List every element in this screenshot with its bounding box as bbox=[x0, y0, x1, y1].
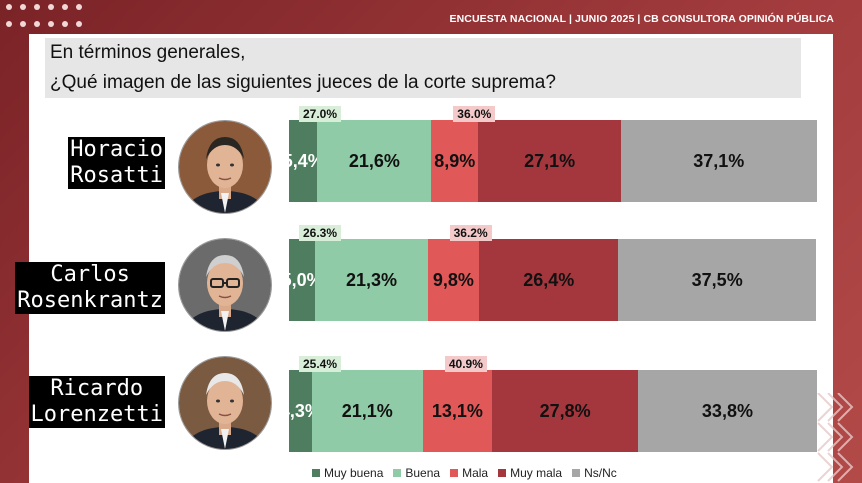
bar-segment-mala: 8,9% bbox=[431, 120, 479, 202]
legend-label: Muy buena bbox=[324, 466, 384, 480]
judge-photo-avatar bbox=[178, 238, 272, 332]
bar-segment-ns-nc: 33,8% bbox=[638, 370, 817, 452]
chevron-decoration-icon bbox=[817, 393, 854, 482]
legend-item: Ns/Nc bbox=[572, 466, 617, 480]
legend-swatch bbox=[393, 469, 402, 477]
bar-segment-ns-nc: 37,5% bbox=[618, 239, 816, 321]
stacked-bar: 5,4% 21,6% 8,9% 27,1% 37,1% bbox=[283, 120, 817, 202]
question-line-1: En términos generales, bbox=[50, 42, 246, 63]
legend-item: Muy mala bbox=[498, 466, 562, 480]
bar-segment-muy-buena: 5,0% bbox=[282, 239, 323, 321]
bar-segment-buena: 21,1% bbox=[311, 370, 423, 452]
stacked-bar: 4,3% 21,1% 13,1% 27,8% 33,8% bbox=[280, 370, 817, 452]
stacked-bar: 5,0% 21,3% 9,8% 26,4% 37,5% bbox=[282, 239, 816, 321]
judge-name-label: Carlos Rosenkrantz bbox=[15, 262, 165, 314]
positive-total-tag: 27.0% bbox=[299, 106, 342, 122]
judge-name-line: Ricardo bbox=[30, 376, 163, 402]
bar-segment-muy-mala: 27,1% bbox=[478, 120, 621, 202]
legend-label: Buena bbox=[405, 466, 441, 480]
legend-item: Muy buena bbox=[312, 466, 383, 480]
bar-segment-muy-buena: 5,4% bbox=[283, 120, 324, 202]
legend-swatch bbox=[450, 469, 459, 477]
bar-segment-buena: 21,6% bbox=[317, 120, 432, 202]
decorative-dots bbox=[6, 4, 96, 32]
legend-swatch bbox=[572, 469, 581, 477]
legend-label: Muy mala bbox=[510, 466, 563, 480]
judge-photo-avatar bbox=[178, 356, 272, 450]
judge-photo-avatar bbox=[178, 120, 272, 214]
negative-total-tag: 36.0% bbox=[453, 106, 496, 122]
negative-total-tag: 40.9% bbox=[444, 356, 487, 372]
legend-label: Ns/Nc bbox=[584, 466, 617, 480]
legend-swatch bbox=[312, 469, 320, 477]
bar-segment-muy-mala: 27,8% bbox=[491, 370, 639, 452]
legend-item: Buena bbox=[393, 466, 440, 480]
legend-swatch bbox=[498, 469, 507, 477]
positive-total-tag: 25.4% bbox=[299, 356, 342, 372]
negative-total-tag: 36.2% bbox=[449, 225, 492, 241]
chart-legend: Muy buena Buena Mala Muy mala Ns/Nc bbox=[312, 466, 617, 480]
judge-name-line: Lorenzetti bbox=[30, 402, 163, 428]
judge-name-line: Carlos bbox=[17, 262, 163, 288]
header-title: ENCUESTA NACIONAL | JUNIO 2025 | CB CONS… bbox=[449, 13, 834, 25]
legend-label: Mala bbox=[462, 466, 489, 480]
question-line-2: ¿Qué imagen de las siguientes jueces de … bbox=[50, 72, 556, 93]
question-box bbox=[45, 38, 801, 98]
judge-name-line: Rosatti bbox=[70, 163, 163, 189]
legend-item: Mala bbox=[450, 466, 488, 480]
bar-segment-buena: 21,3% bbox=[315, 239, 428, 321]
judge-name-label: Horacio Rosatti bbox=[68, 137, 165, 189]
bar-segment-ns-nc: 37,1% bbox=[621, 120, 817, 202]
judge-name-line: Rosenkrantz bbox=[17, 288, 163, 314]
bar-segment-mala: 9,8% bbox=[427, 239, 480, 321]
bar-segment-muy-buena: 4,3% bbox=[280, 370, 321, 452]
judge-name-line: Horacio bbox=[70, 137, 163, 163]
positive-total-tag: 26.3% bbox=[299, 225, 342, 241]
bar-segment-mala: 13,1% bbox=[422, 370, 492, 452]
bar-segment-muy-mala: 26,4% bbox=[479, 239, 619, 321]
judge-name-label: Ricardo Lorenzetti bbox=[28, 376, 165, 428]
